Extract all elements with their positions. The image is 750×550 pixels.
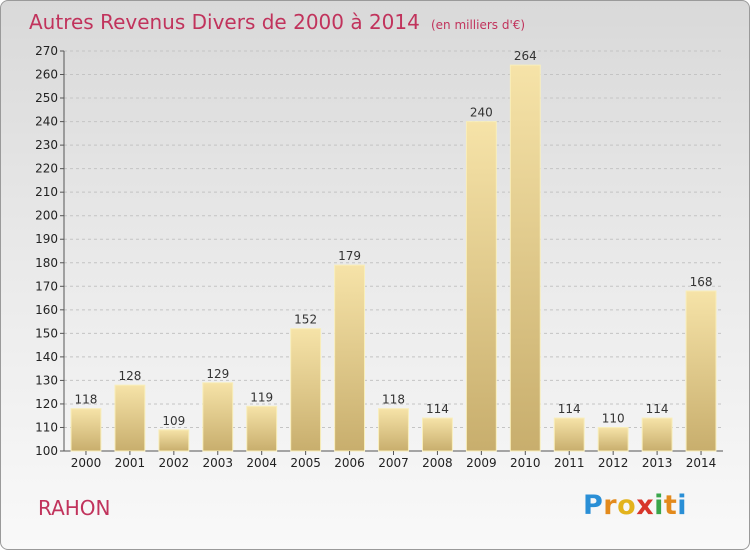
x-tick-label: 2014 [686,456,717,470]
y-tick-label: 120 [35,397,58,411]
logo-letter: i [677,490,688,521]
logo-letter: P [583,490,604,521]
y-tick-label: 260 [35,68,58,82]
chart-title: Autres Revenus Divers de 2000 à 2014 (en… [29,10,525,34]
bar-value-label: 129 [206,367,229,381]
x-tick-label: 2012 [598,456,629,470]
x-tick-label: 2002 [159,456,190,470]
y-tick-label: 110 [35,420,58,434]
x-tick-label: 2008 [422,456,453,470]
bar-2001 [114,384,146,452]
y-tick-label: 200 [35,209,58,223]
bar-value-label: 264 [514,49,537,63]
bar-2005 [290,328,322,452]
y-tick-label: 170 [35,279,58,293]
bar-value-label: 128 [118,369,141,383]
bar-2003 [202,382,234,452]
x-tick-label: 2006 [334,456,365,470]
bar-2013 [641,417,673,452]
chart-title-main: Autres Revenus Divers de 2000 à 2014 [29,10,420,34]
bar-value-label: 168 [690,275,713,289]
y-tick-label: 160 [35,303,58,317]
x-tick-label: 2007 [378,456,409,470]
bar-2004 [246,405,278,452]
bar-value-label: 152 [294,313,317,327]
logo-letter: r [603,490,618,521]
commune-name: RAHON [38,496,111,520]
y-tick-label: 150 [35,326,58,340]
x-tick-label: 2003 [202,456,233,470]
y-tick-label: 250 [35,91,58,105]
bar-2006 [334,264,366,452]
x-tick-label: 2010 [510,456,541,470]
bar-2011 [553,417,585,452]
bar-2002 [158,429,190,452]
logo-letter: t [663,490,678,521]
chart-subtitle: (en milliers d'€) [430,18,526,32]
bar-value-label: 114 [558,402,581,416]
y-tick-label: 240 [35,115,58,129]
y-tick-label: 210 [35,185,58,199]
y-tick-label: 180 [35,256,58,270]
bar-2007 [378,408,409,452]
y-tick-label: 220 [35,162,58,176]
bar-value-label: 118 [382,393,405,407]
x-tick-label: 2000 [71,456,102,470]
logo-letter: i [654,490,664,521]
bar-value-label: 114 [646,402,669,416]
x-tick-label: 2001 [115,456,146,470]
bar-value-label: 240 [470,106,493,120]
y-tick-label: 100 [35,444,58,458]
bar-value-label: 114 [426,402,449,416]
x-tick-label: 2009 [466,456,497,470]
bar-value-label: 118 [75,393,98,407]
y-tick-label: 270 [35,44,58,58]
bar-2014 [685,290,717,452]
y-tick-label: 140 [35,350,58,364]
bar-value-label: 109 [162,414,185,428]
x-tick-label: 2004 [246,456,277,470]
bar-value-label: 179 [338,249,361,263]
y-tick-label: 190 [35,232,58,246]
y-tick-label: 130 [35,373,58,387]
x-tick-label: 2005 [290,456,321,470]
bar-value-label: 110 [602,411,625,425]
proxiti-logo: Proxiti [583,490,687,521]
logo-letter: x [636,490,655,521]
x-tick-label: 2011 [554,456,585,470]
bar-2009 [465,121,497,452]
bar-2010 [509,64,541,452]
bar-2012 [597,426,629,452]
bar-2000 [70,408,102,452]
x-tick-label: 2013 [642,456,673,470]
bar-value-label: 119 [250,390,273,404]
bar-2008 [421,417,453,452]
y-tick-label: 230 [35,138,58,152]
logo-letter: o [617,490,637,521]
